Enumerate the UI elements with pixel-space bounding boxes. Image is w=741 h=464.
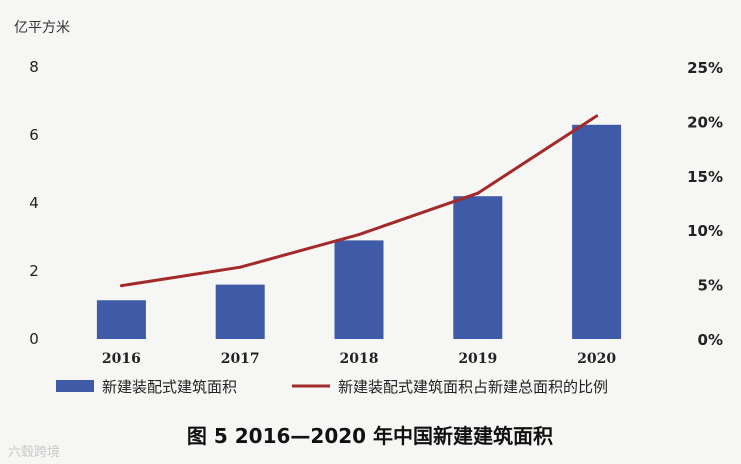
y-left-tick-label: 6 [29, 126, 39, 144]
bar [96, 300, 146, 339]
x-tick-label: 2018 [340, 351, 379, 367]
line-series [119, 114, 599, 288]
y-left-tick-labels: 0 2 4 6 8 [29, 58, 39, 348]
legend-swatch-bar [56, 380, 94, 392]
x-tick-label: 2019 [458, 351, 497, 367]
y-left-tick-label: 0 [29, 330, 39, 348]
y-right-tick-label: 5% [698, 277, 723, 295]
x-tick-label: 2017 [221, 351, 260, 367]
legend-label-line: 新建装配式建筑面积占新建总面积的比例 [338, 378, 608, 396]
figure-caption: 图 5 2016—2020 年中国新建建筑面积 [187, 424, 553, 448]
line-point [119, 284, 123, 288]
x-tick-label: 2020 [577, 351, 616, 367]
line-point [357, 233, 361, 237]
line-point [595, 114, 599, 118]
x-tick-label: 2016 [102, 351, 141, 367]
bar-series [96, 124, 622, 339]
y-right-tick-label: 15% [687, 168, 723, 186]
y-left-tick-label: 8 [29, 58, 39, 76]
y-right-tick-labels: 0% 5% 10% 15% 20% 25% [687, 59, 723, 349]
y-left-unit-label: 亿平方米 [14, 20, 70, 36]
y-right-tick-label: 25% [687, 59, 723, 77]
bar [215, 284, 265, 339]
bar [453, 196, 503, 339]
y-right-tick-label: 10% [687, 222, 723, 240]
y-right-tick-label: 20% [687, 113, 723, 131]
bar [334, 240, 384, 339]
line-point [238, 265, 242, 269]
x-tick-labels: 2016 2017 2018 2019 2020 [102, 351, 616, 367]
legend: 新建装配式建筑面积 新建装配式建筑面积占新建总面积的比例 [56, 378, 608, 396]
y-left-tick-label: 4 [29, 194, 39, 212]
y-right-tick-label: 0% [698, 331, 723, 349]
bar [572, 124, 622, 339]
line-point [476, 191, 480, 195]
legend-label-bar: 新建装配式建筑面积 [102, 378, 237, 396]
watermark: 六毂跨境 [8, 445, 60, 460]
y-left-tick-label: 2 [29, 262, 39, 280]
